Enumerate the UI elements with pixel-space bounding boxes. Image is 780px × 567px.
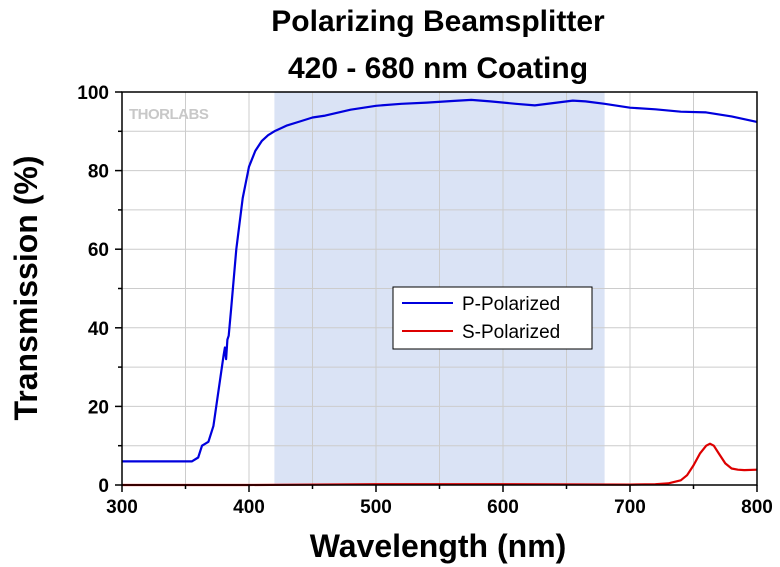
y-tick-label: 100 <box>77 83 109 104</box>
legend-box <box>392 286 593 350</box>
y-tick-label: 0 <box>98 476 109 497</box>
legend-label-s-polarized: S-Polarized <box>462 322 560 343</box>
legend-label-p-polarized: P-Polarized <box>462 294 560 315</box>
thorlabs-watermark: THORLABS <box>129 106 209 123</box>
y-tick-label: 20 <box>88 397 109 418</box>
chart-title-line-1: Polarizing Beamsplitter <box>271 5 605 38</box>
series-line-p-polarized <box>122 98 758 463</box>
chart-title-line-2: 420 - 680 nm Coating <box>288 52 588 85</box>
axis-ticks: 300 400 500 600 700 800 0 20 40 60 80 100 <box>77 83 773 518</box>
x-tick-label: 600 <box>487 497 519 518</box>
x-tick-label: 400 <box>233 497 265 518</box>
y-tick-label: 40 <box>88 319 109 340</box>
y-tick-label: 80 <box>88 162 109 183</box>
x-tick-label: 300 <box>106 497 138 518</box>
legend: P-Polarized S-Polarized <box>392 286 593 350</box>
x-axis-label: Wavelength (nm) <box>310 528 567 564</box>
x-tick-label: 800 <box>741 497 773 518</box>
y-tick-label: 60 <box>88 240 109 261</box>
x-tick-label: 700 <box>614 497 646 518</box>
x-tick-label: 500 <box>360 497 392 518</box>
y-axis-label: Transmission (%) <box>8 156 44 421</box>
